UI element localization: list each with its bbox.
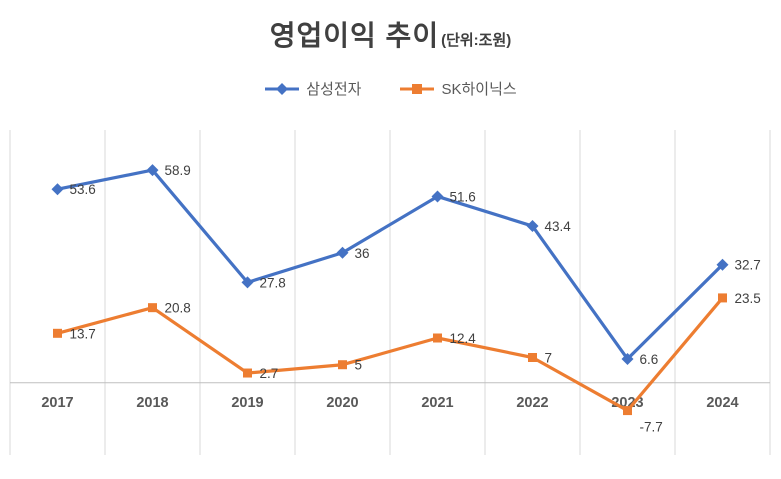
x-axis-tick-label: 2019 (231, 395, 263, 411)
data-point-square-icon (243, 368, 252, 378)
data-point-diamond-icon (716, 258, 729, 271)
series-line-1 (55, 296, 725, 413)
data-label: 58.9 (165, 163, 191, 178)
x-axis-tick-label: 2020 (326, 395, 358, 411)
data-label: 23.5 (735, 291, 761, 306)
legend: 삼성전자 SK하이닉스 (0, 78, 781, 99)
legend-label-skhynix: SK하이닉스 (441, 81, 517, 98)
x-axis-tick-label: 2017 (41, 395, 73, 411)
data-label: 43.4 (545, 219, 572, 234)
data-label: 27.8 (260, 275, 286, 290)
data-label: 12.4 (450, 331, 477, 346)
series-line-0 (55, 168, 725, 361)
data-label: 2.7 (260, 366, 279, 381)
data-label: 20.8 (165, 301, 191, 316)
data-label: 5 (355, 358, 363, 373)
data-point-diamond-icon (621, 352, 634, 365)
data-label: 13.7 (70, 326, 96, 341)
legend-item-samsung[interactable]: 삼성전자 (264, 78, 361, 99)
data-point-square-icon (53, 328, 62, 338)
data-label: -7.7 (640, 420, 663, 435)
data-point-diamond-icon (336, 246, 349, 259)
data-point-square-icon (338, 360, 347, 370)
data-point-diamond-icon (431, 190, 444, 203)
legend-item-skhynix[interactable]: SK하이닉스 (399, 78, 517, 99)
data-label: 36 (355, 246, 370, 261)
data-point-diamond-icon (146, 164, 159, 177)
legend-label-samsung: 삼성전자 (306, 81, 362, 98)
x-axis-tick-label: 2021 (421, 395, 453, 411)
data-point-diamond-icon (241, 276, 254, 289)
legend-line-diamond-icon (265, 82, 300, 95)
data-label: 6.6 (640, 352, 659, 367)
data-point-square-icon (718, 293, 727, 303)
x-axis-tick-label: 2024 (706, 395, 738, 411)
data-label: 32.7 (735, 258, 761, 273)
legend-line-square-icon (400, 83, 435, 94)
x-axis-tick-label: 2018 (136, 395, 168, 411)
data-label: 51.6 (450, 189, 476, 204)
data-point-diamond-icon (51, 183, 64, 196)
chart-unit-label: (단위:조원) (441, 32, 512, 49)
data-point-square-icon (528, 353, 537, 362)
chart-title: 영업이익 추이 (269, 20, 440, 51)
chart-header: 영업이익 추이 (단위:조원) (0, 14, 781, 54)
data-label: 7 (545, 351, 553, 366)
data-label: 53.6 (70, 182, 96, 197)
data-point-square-icon (433, 333, 442, 343)
data-point-diamond-icon (526, 220, 539, 233)
data-point-square-icon (623, 406, 632, 416)
x-axis-tick-label: 2022 (516, 395, 548, 411)
data-point-square-icon (148, 303, 157, 313)
